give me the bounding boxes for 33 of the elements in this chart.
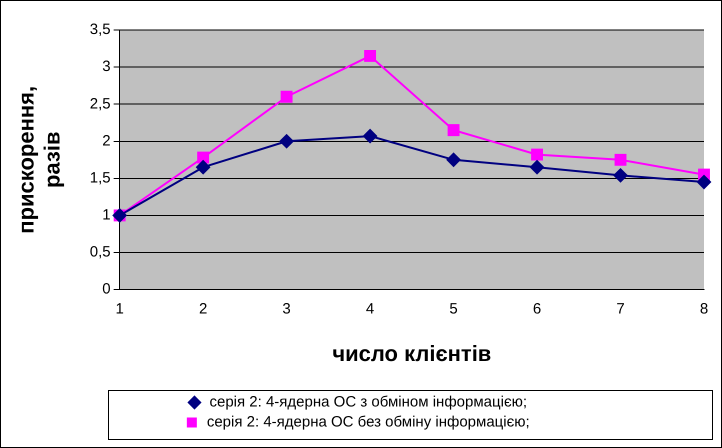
x-tick-label: 6 [532, 300, 542, 318]
y-tick-label: 0 [102, 280, 111, 298]
y-tick-label: 3 [102, 58, 111, 76]
x-axis-title: число клієнтів [332, 340, 492, 366]
point [363, 129, 378, 144]
legend-label: серія 2: 4-ядерна ОС без обміну інформацією; [206, 414, 530, 431]
y-tick-label: 1 [102, 206, 111, 224]
y-axis-title: прискорення, разів [13, 86, 65, 234]
x-tick-label: 8 [700, 300, 708, 318]
y-tick-label: 1,5 [90, 169, 111, 186]
point [531, 148, 543, 161]
y-tick-label: 2 [102, 132, 111, 150]
point [448, 124, 460, 136]
x-tick-label: 4 [366, 300, 374, 318]
y-tick-label: 3,5 [90, 21, 111, 38]
point [197, 152, 210, 164]
x-tick-label: 7 [616, 300, 625, 318]
point [697, 175, 711, 190]
point [530, 160, 544, 174]
x-tick-label: 3 [282, 300, 291, 318]
y-tick-label: 0,5 [90, 244, 111, 261]
point [280, 90, 293, 103]
point [364, 50, 376, 62]
y-tick-label: 2,5 [90, 95, 111, 112]
x-tick-label: 1 [115, 300, 124, 318]
x-tick-label: 2 [198, 300, 208, 318]
point [446, 152, 461, 167]
point [614, 154, 626, 166]
legend-label: серія 2: 4-ядерна ОС з обміном інформацією; [209, 394, 528, 411]
point [196, 160, 210, 174]
x-tick-label: 5 [449, 300, 458, 318]
point [614, 168, 628, 182]
point [280, 134, 294, 148]
